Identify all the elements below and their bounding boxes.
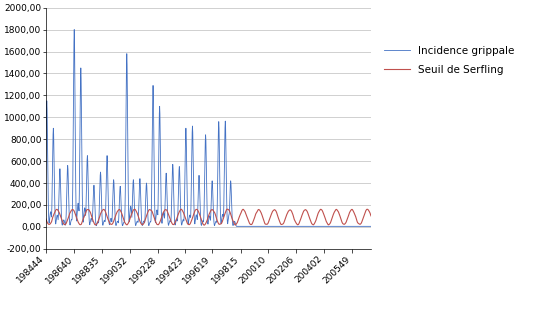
Incidence grippale bbox=[130, 178, 136, 182]
Seuil de Serfling bbox=[180, 210, 186, 213]
Seuil de Serfling bbox=[201, 223, 207, 227]
Legend: Incidence grippale, Seuil de Serfling: Incidence grippale, Seuil de Serfling bbox=[380, 42, 519, 79]
Seuil de Serfling bbox=[130, 209, 136, 212]
Line: Incidence grippale: Incidence grippale bbox=[45, 30, 371, 226]
Incidence grippale bbox=[233, 225, 240, 228]
Incidence grippale bbox=[333, 225, 340, 228]
Seuil de Serfling bbox=[42, 216, 49, 220]
Seuil de Serfling bbox=[203, 222, 209, 226]
Incidence grippale bbox=[368, 225, 375, 228]
Seuil de Serfling bbox=[198, 217, 204, 221]
Line: Seuil de Serfling: Seuil de Serfling bbox=[45, 209, 371, 225]
Seuil de Serfling bbox=[350, 209, 357, 213]
Incidence grippale bbox=[350, 225, 357, 228]
Incidence grippale bbox=[203, 133, 209, 137]
Seuil de Serfling bbox=[224, 207, 230, 211]
Incidence grippale bbox=[180, 218, 187, 222]
Incidence grippale bbox=[198, 223, 205, 227]
Incidence grippale bbox=[42, 180, 49, 183]
Seuil de Serfling bbox=[333, 207, 340, 211]
Incidence grippale bbox=[71, 28, 78, 32]
Seuil de Serfling bbox=[368, 214, 375, 218]
